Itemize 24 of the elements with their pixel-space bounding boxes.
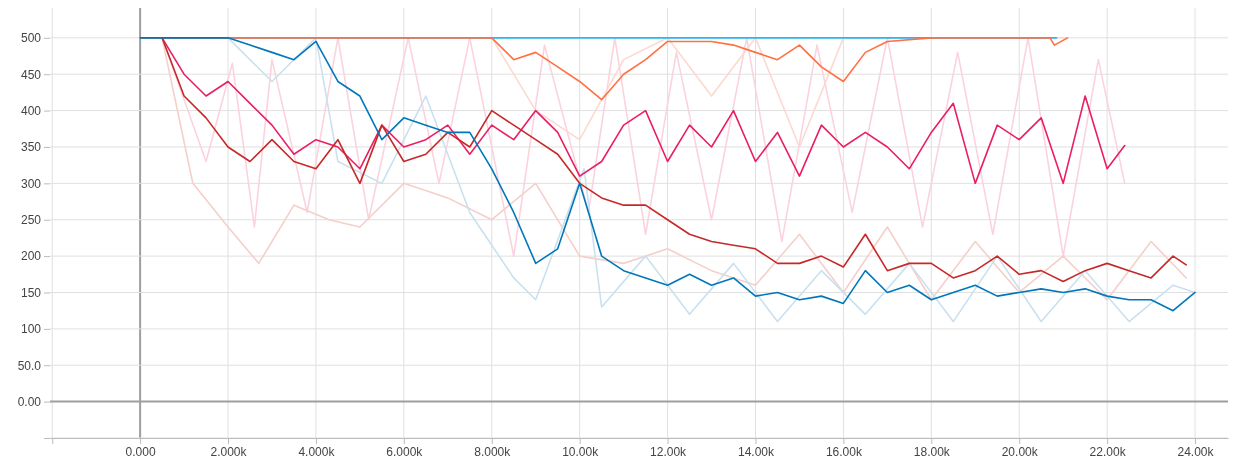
- x-tick-label: 2.000k: [210, 444, 248, 459]
- y-tick-label: 200: [20, 249, 42, 264]
- x-tick-label: 10.00k: [562, 444, 600, 459]
- x-tick-label: 16.00k: [825, 444, 863, 459]
- y-tick-label: 150: [20, 285, 42, 300]
- y-tick-label: 0.00: [17, 394, 42, 409]
- x-tick-label: 6.000k: [386, 444, 424, 459]
- x-tick-label: 8.000k: [474, 444, 512, 459]
- x-tick-label: 18.00k: [913, 444, 951, 459]
- x-tick-label: 22.00k: [1089, 444, 1127, 459]
- y-tick-label: 400: [20, 103, 42, 118]
- y-tick-label: 500: [20, 31, 42, 46]
- y-tick-label: 350: [20, 140, 42, 155]
- y-tick-label: 450: [20, 67, 42, 82]
- x-tick-label: 4.000k: [298, 444, 336, 459]
- x-tick-label: 0.000: [125, 444, 156, 459]
- y-tick-label: 100: [20, 322, 42, 337]
- x-tick-label: 24.00k: [1177, 444, 1215, 459]
- x-tick-label: 12.00k: [650, 444, 688, 459]
- y-tick-label: 250: [20, 213, 42, 228]
- y-tick-label: 300: [20, 176, 42, 191]
- y-tick-label: 50.0: [17, 358, 42, 373]
- x-tick-label: 20.00k: [1001, 444, 1039, 459]
- x-tick-label: 14.00k: [737, 444, 775, 459]
